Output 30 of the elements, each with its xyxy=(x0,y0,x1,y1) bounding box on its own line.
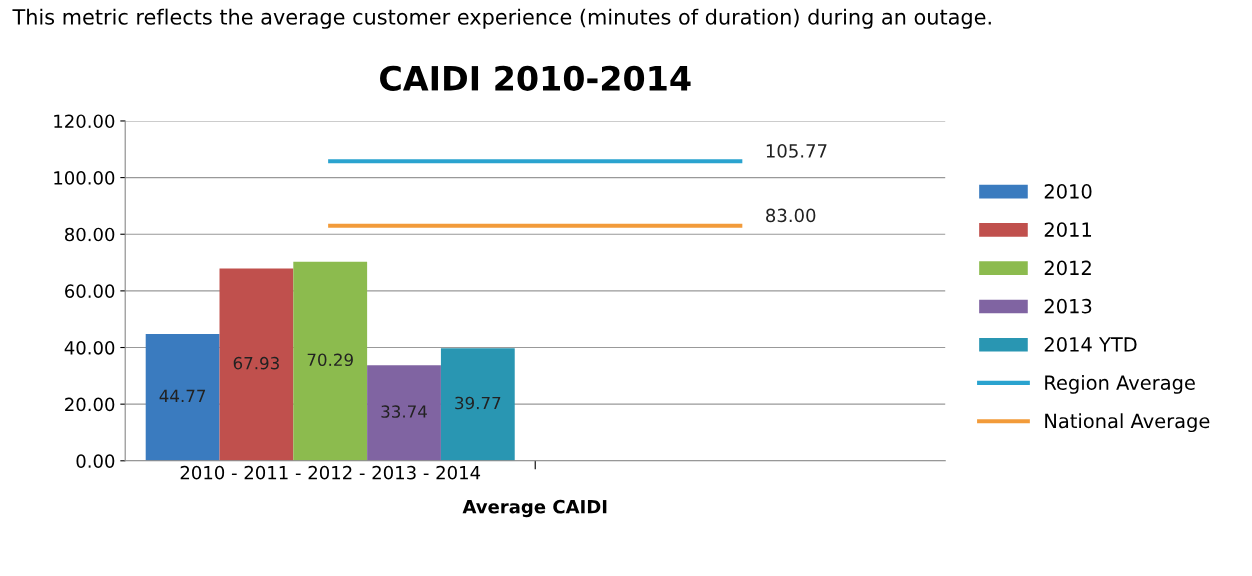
legend-label: National Average xyxy=(1045,413,1210,433)
legend-label: 2011 xyxy=(1044,222,1092,237)
data-label: 39.77 xyxy=(455,396,501,410)
y-tick-label: 100.00 xyxy=(54,171,115,185)
data-label: 33.74 xyxy=(381,405,427,418)
y-tick-label: 20.00 xyxy=(65,397,115,412)
y-tick-label: 0.00 xyxy=(76,454,115,468)
legend-label: 2012 xyxy=(1044,260,1091,276)
bar xyxy=(219,268,294,461)
bar xyxy=(440,348,515,461)
legend-label: 2014 YTD xyxy=(1044,337,1137,352)
data-label: 83.00 xyxy=(766,208,816,223)
data-label: 44.77 xyxy=(159,389,206,402)
y-tick-label: 60.00 xyxy=(65,284,115,298)
legend-label: 2010 xyxy=(1044,184,1092,199)
x-axis-title: Average CAIDI xyxy=(462,499,607,518)
bar xyxy=(367,365,441,461)
y-tick-label: 120.00 xyxy=(54,114,115,129)
text: This metric reflects the average customer experience (minutes of duration) during an outage. xyxy=(12,8,991,29)
bar xyxy=(145,334,220,461)
x-tick-label: 2010 - 2011 - 2012 - 2013 - 2014 xyxy=(180,465,481,480)
y-tick-label: 80.00 xyxy=(65,227,115,242)
chart-title: CAIDI 2010-2014 xyxy=(380,65,691,91)
data-label: 105.77 xyxy=(766,144,827,158)
data-label: 67.93 xyxy=(233,356,279,370)
y-tick-label: 40.00 xyxy=(64,340,115,355)
data-label: 70.29 xyxy=(307,353,353,367)
bar xyxy=(293,261,368,461)
legend-label: 2013 xyxy=(1044,298,1092,314)
legend-label: Region Average xyxy=(1045,374,1195,394)
